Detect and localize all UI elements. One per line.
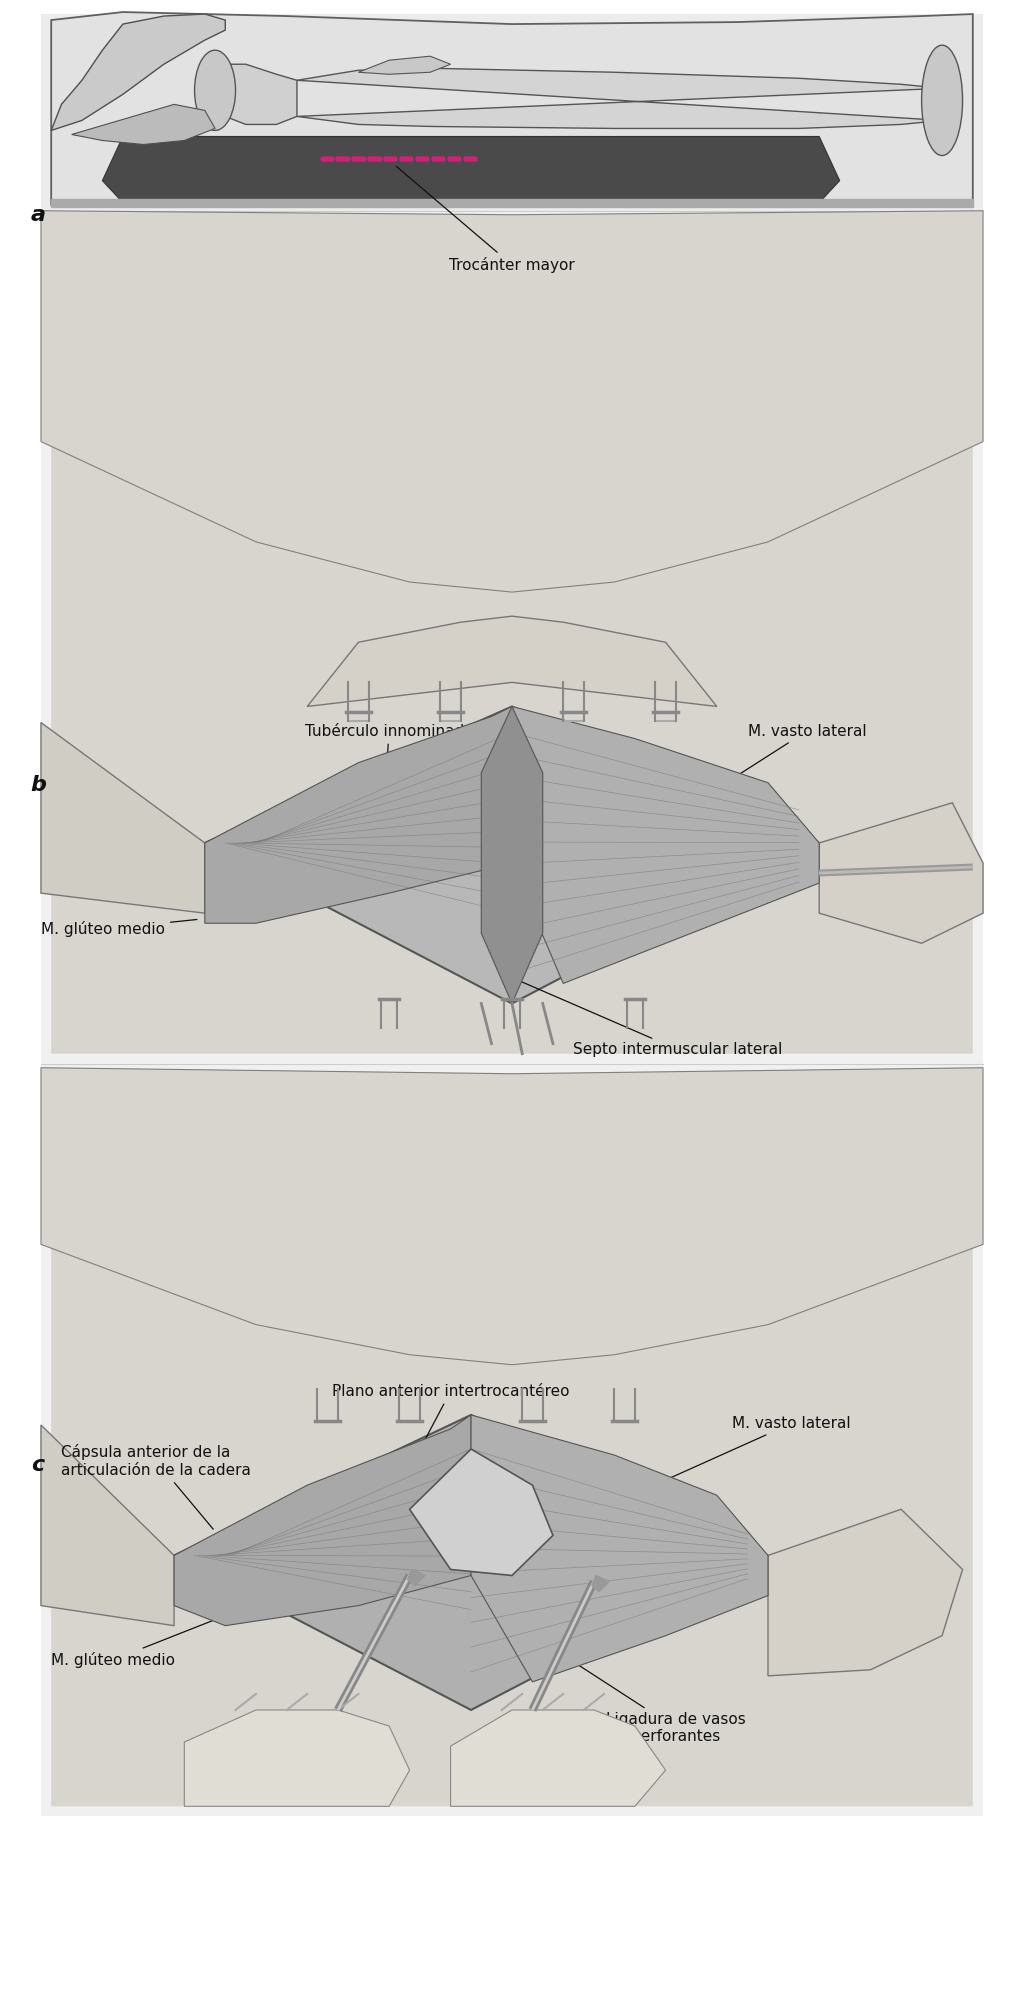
Polygon shape bbox=[592, 1575, 609, 1592]
Polygon shape bbox=[819, 803, 983, 943]
Polygon shape bbox=[184, 1710, 410, 1806]
Text: Ligadura de vasos
perforantes: Ligadura de vasos perforantes bbox=[575, 1664, 745, 1744]
Text: M. glúteo medio: M. glúteo medio bbox=[51, 1622, 212, 1668]
Polygon shape bbox=[297, 68, 942, 128]
Polygon shape bbox=[205, 706, 512, 923]
Text: b: b bbox=[31, 775, 47, 795]
Polygon shape bbox=[471, 1415, 768, 1682]
Text: Plano anterior intertrocantéreo: Plano anterior intertrocantéreo bbox=[332, 1385, 569, 1457]
Polygon shape bbox=[41, 1068, 983, 1365]
Polygon shape bbox=[451, 1710, 666, 1806]
Polygon shape bbox=[51, 12, 973, 205]
Polygon shape bbox=[481, 706, 543, 1004]
Text: Cápsula anterior de la
articulación de la cadera: Cápsula anterior de la articulación de l… bbox=[61, 1445, 251, 1529]
Polygon shape bbox=[174, 1415, 768, 1710]
Bar bbox=[41, 14, 983, 211]
Polygon shape bbox=[102, 136, 840, 203]
Polygon shape bbox=[41, 723, 205, 913]
Polygon shape bbox=[51, 1068, 973, 1806]
Polygon shape bbox=[51, 14, 225, 130]
Polygon shape bbox=[358, 56, 451, 74]
Ellipse shape bbox=[922, 46, 963, 157]
Text: M. glúteo medio: M. glúteo medio bbox=[41, 919, 197, 937]
Polygon shape bbox=[225, 64, 297, 124]
Polygon shape bbox=[408, 1569, 425, 1586]
Polygon shape bbox=[72, 104, 215, 145]
Text: a: a bbox=[31, 205, 46, 225]
Text: M. vasto lateral: M. vasto lateral bbox=[647, 1417, 851, 1487]
Polygon shape bbox=[512, 706, 819, 983]
Polygon shape bbox=[51, 199, 973, 207]
Polygon shape bbox=[410, 1449, 553, 1575]
Text: M. vasto lateral: M. vasto lateral bbox=[678, 725, 866, 813]
Polygon shape bbox=[205, 706, 819, 1004]
Polygon shape bbox=[51, 221, 973, 1054]
Text: Septo intermuscular lateral: Septo intermuscular lateral bbox=[509, 977, 782, 1058]
Text: Trocánter mayor: Trocánter mayor bbox=[396, 167, 574, 273]
Polygon shape bbox=[307, 616, 717, 706]
Polygon shape bbox=[174, 1415, 471, 1626]
Polygon shape bbox=[768, 1509, 963, 1676]
Ellipse shape bbox=[195, 50, 236, 130]
Text: c: c bbox=[31, 1455, 44, 1475]
Text: Tubérculo innominado: Tubérculo innominado bbox=[305, 725, 473, 805]
Bar bbox=[41, 211, 983, 1064]
Polygon shape bbox=[41, 211, 983, 592]
Polygon shape bbox=[41, 1425, 174, 1626]
Bar bbox=[41, 1064, 983, 1816]
